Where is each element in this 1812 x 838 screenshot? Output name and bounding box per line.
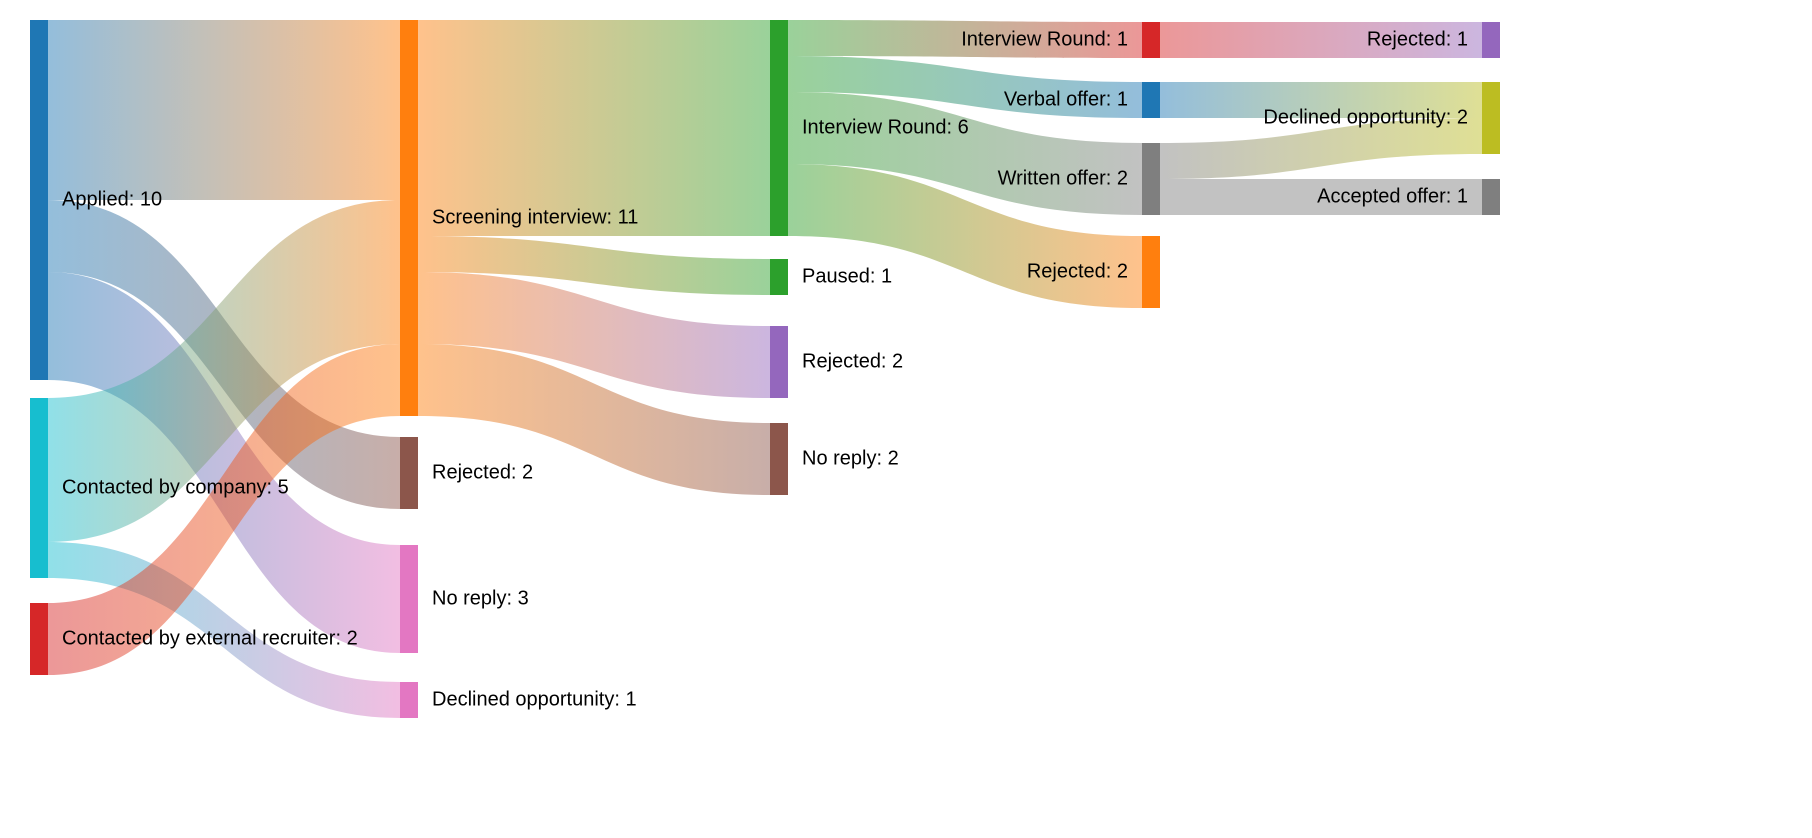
- sankey-node-label: Rejected: 2: [802, 350, 903, 372]
- sankey-node-label: Applied: 10: [62, 188, 162, 210]
- sankey-diagram: Applied: 10 Contacted by company: 5 Contac…: [0, 0, 1812, 838]
- sankey-node: [1482, 179, 1500, 215]
- sankey-node-label: Declined opportunity: 2: [1263, 106, 1468, 128]
- sankey-node-label: Rejected: 1: [1367, 28, 1468, 50]
- sankey-node: [30, 603, 48, 675]
- sankey-node: [1142, 143, 1160, 215]
- sankey-node: [400, 682, 418, 718]
- sankey-node-label: No reply: 2: [802, 447, 899, 469]
- sankey-node-label: Verbal offer: 1: [1004, 88, 1128, 110]
- sankey-node-label: Rejected: 2: [1027, 260, 1128, 282]
- sankey-node: [1142, 22, 1160, 58]
- sankey-node: [770, 20, 788, 236]
- sankey-node-label: Interview Round: 6: [802, 116, 969, 138]
- sankey-node: [30, 20, 48, 380]
- sankey-node: [400, 20, 418, 416]
- sankey-node-label: Screening interview: 11: [432, 206, 638, 228]
- sankey-node-label: Declined opportunity: 1: [432, 688, 637, 710]
- sankey-node: [30, 398, 48, 578]
- sankey-node-label: Written offer: 2: [998, 167, 1128, 189]
- sankey-node-label: No reply: 3: [432, 587, 529, 609]
- sankey-node: [400, 545, 418, 653]
- sankey-node-label: Rejected: 2: [432, 461, 533, 483]
- sankey-node: [1482, 82, 1500, 154]
- sankey-link: [48, 20, 400, 200]
- sankey-node-label: Accepted offer: 1: [1317, 185, 1468, 207]
- sankey-node: [400, 437, 418, 509]
- sankey-node: [770, 423, 788, 495]
- sankey-node-label: Contacted by company: 5: [62, 476, 289, 498]
- sankey-link: [418, 20, 770, 236]
- sankey-node: [1142, 236, 1160, 308]
- sankey-node-label: Paused: 1: [802, 265, 892, 287]
- sankey-node: [1482, 22, 1500, 58]
- sankey-node-label: Contacted by external recruiter: 2: [62, 627, 358, 649]
- sankey-node: [1142, 82, 1160, 118]
- sankey-node: [770, 259, 788, 295]
- sankey-node: [770, 326, 788, 398]
- sankey-node-label: Interview Round: 1: [961, 28, 1128, 50]
